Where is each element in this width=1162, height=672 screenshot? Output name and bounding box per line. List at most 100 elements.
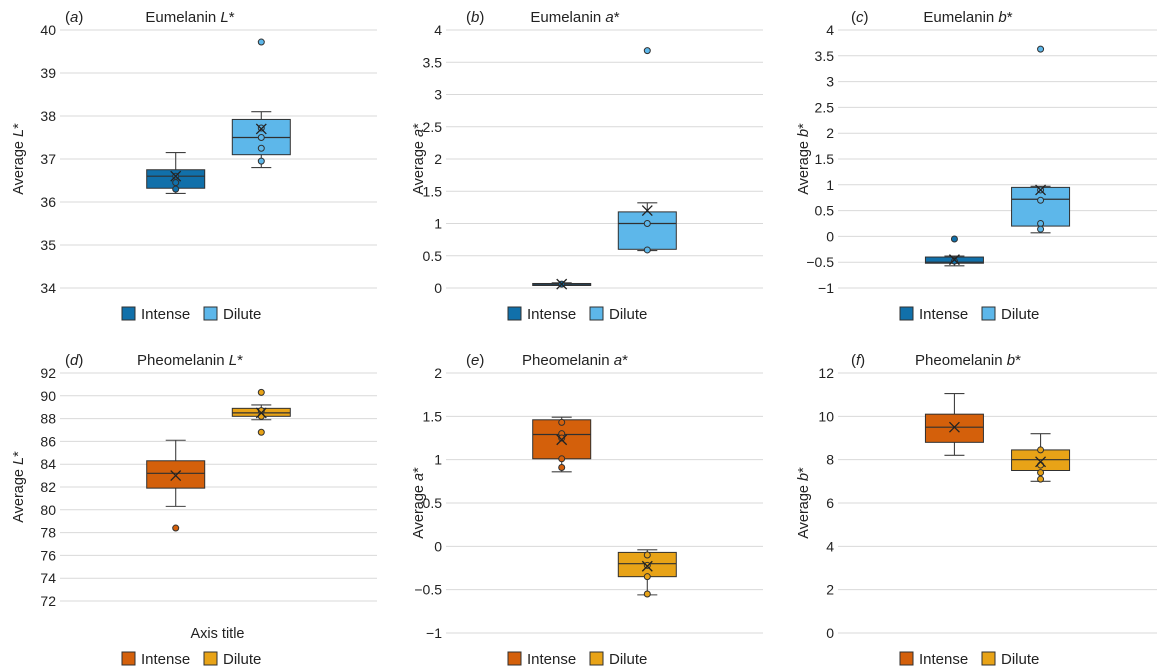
chart-title: Eumelanin L* — [145, 9, 234, 26]
data-point — [257, 134, 265, 141]
data-point — [1037, 469, 1045, 477]
y-tick-label: 82 — [40, 479, 56, 495]
y-tick-label: 2 — [826, 582, 834, 598]
y-tick-label: 84 — [40, 456, 56, 472]
panel-letter: e — [471, 352, 479, 369]
legend-swatch-dilute — [203, 306, 218, 321]
y-axis-label: Average b* — [796, 467, 812, 539]
chart-title-star: * — [229, 9, 235, 26]
panel-label: (d) — [65, 352, 83, 369]
x-axis-label: Axis title — [191, 626, 245, 642]
y-axis-label-star: * — [796, 123, 812, 129]
y-tick-label: 0.5 — [423, 248, 443, 264]
y-tick-label: 0 — [434, 280, 442, 296]
panel-label-paren-open: ( — [466, 9, 471, 26]
y-tick-label: 74 — [40, 570, 56, 586]
box-intense — [532, 416, 592, 473]
panel-letter: a — [70, 9, 78, 26]
data-point — [643, 47, 651, 55]
mean-marker — [641, 560, 653, 572]
y-tick-label: −0.5 — [806, 254, 834, 270]
box-dilute — [231, 38, 291, 169]
panel-label-paren-close: ) — [864, 9, 869, 26]
data-point — [257, 388, 265, 396]
y-axis-label-text: Average — [796, 481, 812, 539]
legend: Intense Dilute — [507, 651, 647, 668]
chart-title-variable: L — [220, 9, 228, 26]
y-tick-label: 1 — [434, 216, 442, 232]
chart-title-star: * — [1007, 9, 1013, 26]
y-tick-label: 4 — [434, 22, 442, 38]
y-tick-label: 12 — [818, 365, 834, 381]
y-tick-label: 34 — [40, 280, 56, 296]
y-tick-label: 3 — [826, 74, 834, 90]
y-tick-label: 3.5 — [815, 48, 835, 64]
y-tick-label: −0.5 — [414, 582, 442, 598]
legend-swatch-dilute — [981, 306, 996, 321]
y-tick-label: 2 — [434, 151, 442, 167]
chart-title-text: Eumelanin — [145, 9, 220, 26]
mean-marker — [1035, 456, 1047, 468]
data-point — [1037, 475, 1045, 483]
y-axis-label-variable: b — [796, 129, 812, 137]
y-tick-label: 86 — [40, 433, 56, 449]
chart-title-variable: a — [605, 9, 613, 26]
y-tick-label: 3.5 — [423, 54, 443, 70]
box-iqr — [146, 460, 206, 489]
panel-label-paren-open: ( — [65, 352, 70, 369]
y-tick-label: 39 — [40, 65, 56, 81]
data-point — [643, 590, 651, 598]
panel-label: (f) — [851, 352, 865, 369]
legend-label-intense: Intense — [919, 306, 968, 323]
data-point — [257, 144, 265, 152]
data-point — [558, 463, 566, 471]
y-tick-label: 38 — [40, 108, 56, 124]
legend-swatch-intense — [507, 651, 522, 666]
chart-title: Pheomelanin L* — [137, 352, 243, 369]
chart-title-variable: b — [1007, 352, 1015, 369]
y-tick-label: 1.5 — [423, 408, 443, 424]
box-intense — [924, 235, 984, 267]
panel-label: (a) — [65, 9, 83, 26]
legend-label-intense: Intense — [919, 651, 968, 668]
chart-title-star: * — [614, 9, 620, 26]
data-point — [257, 157, 265, 165]
panel-c: −1−0.500.511.522.533.54(c) Eumelanin b*Av… — [796, 9, 1157, 323]
panel-label-paren-close: ) — [78, 9, 83, 26]
data-point — [172, 179, 180, 187]
y-axis-label-text: Average — [796, 137, 812, 195]
data-point — [257, 38, 265, 46]
y-tick-label: 2 — [826, 125, 834, 141]
data-point — [1037, 196, 1045, 204]
data-point — [558, 418, 566, 426]
y-tick-label: 8 — [826, 452, 834, 468]
y-tick-label: 2 — [434, 365, 442, 381]
y-tick-label: 76 — [40, 547, 56, 563]
legend-swatch-intense — [121, 651, 136, 666]
chart-title-text: Eumelanin — [923, 9, 998, 26]
legend-label-intense: Intense — [141, 651, 190, 668]
box-intense — [146, 439, 206, 532]
legend-swatch-dilute — [589, 651, 604, 666]
y-axis-label: Average L* — [11, 451, 27, 523]
panel-b: 00.511.522.533.54(b) Eumelanin a*Average … — [411, 9, 763, 323]
chart-title: Eumelanin b* — [923, 9, 1012, 26]
box-dilute — [1011, 433, 1071, 483]
legend-label-dilute: Dilute — [223, 651, 261, 668]
panel-label-paren-open: ( — [466, 352, 471, 369]
panel-label: (e) — [466, 352, 484, 369]
panel-letter: d — [70, 352, 79, 369]
mean-marker — [641, 205, 653, 217]
box-intense — [146, 152, 206, 194]
panel-label-paren-open: ( — [65, 9, 70, 26]
legend: Intense Dilute — [121, 306, 261, 323]
y-axis-label-variable: b — [796, 473, 812, 481]
y-axis-label-star: * — [11, 123, 27, 129]
y-tick-label: 80 — [40, 502, 56, 518]
legend-label-intense: Intense — [527, 306, 576, 323]
y-tick-label: 92 — [40, 365, 56, 381]
mean-marker — [255, 407, 267, 419]
y-tick-label: 40 — [40, 22, 56, 38]
